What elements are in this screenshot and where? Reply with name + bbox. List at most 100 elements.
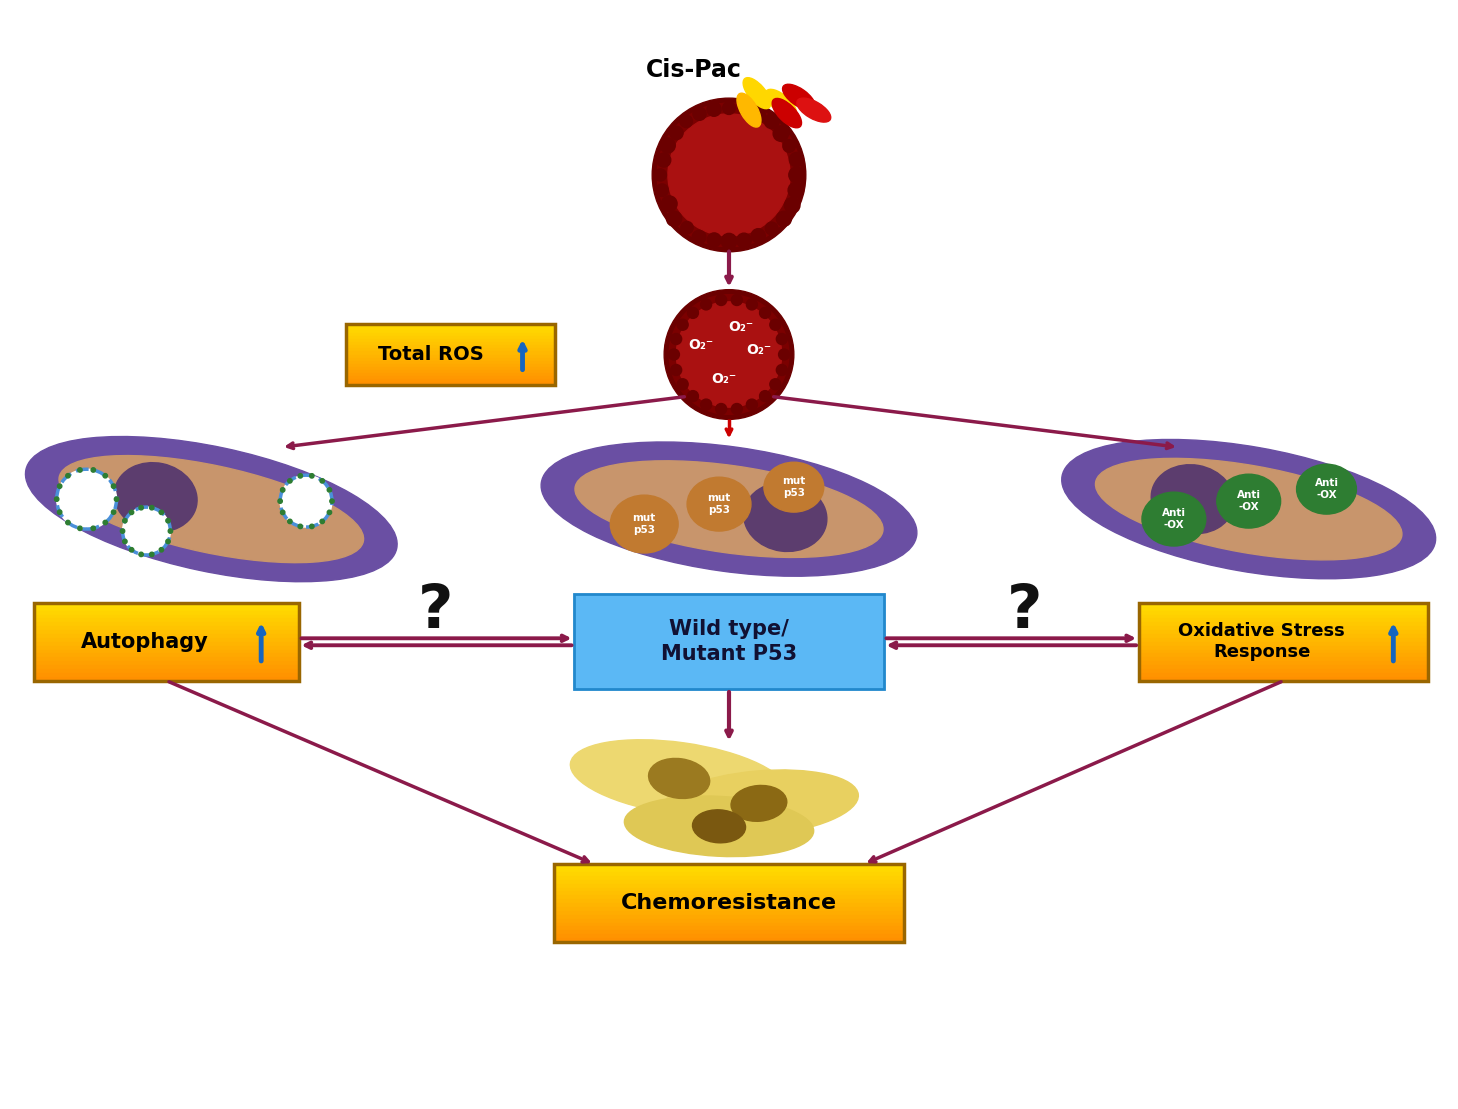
Bar xyxy=(34,614,299,619)
Bar xyxy=(554,907,904,910)
Bar xyxy=(34,653,299,658)
Bar xyxy=(34,634,299,638)
Ellipse shape xyxy=(659,770,859,837)
Circle shape xyxy=(327,510,331,515)
Bar xyxy=(554,884,904,887)
Circle shape xyxy=(139,552,143,557)
Circle shape xyxy=(122,539,127,543)
Bar xyxy=(554,892,904,895)
Bar xyxy=(554,934,904,938)
Text: O₂⁻: O₂⁻ xyxy=(729,319,754,334)
Bar xyxy=(1139,645,1429,650)
Circle shape xyxy=(773,126,789,141)
Bar xyxy=(346,336,555,339)
Bar xyxy=(1139,614,1429,619)
Bar xyxy=(554,872,904,876)
Text: Anti
-OX: Anti -OX xyxy=(1315,478,1338,500)
Circle shape xyxy=(777,211,792,226)
Bar xyxy=(346,357,555,360)
Circle shape xyxy=(57,469,117,529)
Text: Autophagy: Autophagy xyxy=(80,632,208,652)
Circle shape xyxy=(776,334,787,345)
Bar xyxy=(554,895,904,899)
Bar xyxy=(1139,627,1429,630)
Circle shape xyxy=(701,299,712,309)
Ellipse shape xyxy=(611,495,678,553)
Bar xyxy=(346,383,555,386)
Circle shape xyxy=(114,497,118,501)
Bar xyxy=(1139,661,1429,665)
Ellipse shape xyxy=(649,759,710,798)
Ellipse shape xyxy=(744,482,827,551)
Text: Anti
-OX: Anti -OX xyxy=(1162,508,1185,530)
Bar xyxy=(346,360,555,364)
Bar xyxy=(34,673,299,676)
Bar xyxy=(554,899,904,903)
Circle shape xyxy=(716,295,726,305)
Bar xyxy=(346,376,555,379)
Circle shape xyxy=(159,510,163,515)
Ellipse shape xyxy=(744,78,771,109)
Bar xyxy=(34,603,299,607)
Bar xyxy=(554,910,904,915)
Circle shape xyxy=(736,233,751,247)
Circle shape xyxy=(770,379,781,389)
Circle shape xyxy=(660,138,675,153)
Bar xyxy=(34,642,299,645)
Circle shape xyxy=(751,228,765,243)
Ellipse shape xyxy=(58,456,363,562)
Ellipse shape xyxy=(765,90,796,116)
Bar xyxy=(1139,619,1429,622)
Bar xyxy=(554,918,904,923)
Bar xyxy=(574,594,884,689)
Circle shape xyxy=(789,152,803,166)
Circle shape xyxy=(662,196,677,212)
Circle shape xyxy=(297,474,302,478)
Ellipse shape xyxy=(783,84,815,110)
Circle shape xyxy=(122,519,127,522)
Circle shape xyxy=(66,520,70,525)
Ellipse shape xyxy=(1061,439,1436,579)
Circle shape xyxy=(321,519,325,523)
Text: mut
p53: mut p53 xyxy=(781,477,805,498)
Ellipse shape xyxy=(541,442,917,577)
Circle shape xyxy=(309,474,313,478)
Circle shape xyxy=(150,552,155,557)
Bar xyxy=(346,333,555,336)
Circle shape xyxy=(679,115,693,128)
Circle shape xyxy=(722,233,736,250)
Circle shape xyxy=(280,488,284,492)
Bar xyxy=(34,650,299,653)
Ellipse shape xyxy=(693,810,745,843)
Circle shape xyxy=(54,497,58,501)
Bar xyxy=(34,669,299,673)
Circle shape xyxy=(783,140,796,152)
Bar xyxy=(346,355,555,357)
Circle shape xyxy=(784,197,800,213)
Bar xyxy=(554,887,904,892)
Ellipse shape xyxy=(730,785,787,822)
Bar xyxy=(1139,611,1429,614)
Text: ?: ? xyxy=(418,582,453,641)
Bar xyxy=(346,348,555,352)
Ellipse shape xyxy=(773,99,802,128)
Bar xyxy=(1139,658,1429,661)
Circle shape xyxy=(681,222,693,234)
Bar xyxy=(34,627,299,630)
Ellipse shape xyxy=(114,462,197,532)
Text: Wild type/
Mutant P53: Wild type/ Mutant P53 xyxy=(660,620,798,664)
Circle shape xyxy=(746,399,757,410)
Circle shape xyxy=(760,307,770,318)
Bar xyxy=(554,903,904,907)
Bar xyxy=(1139,630,1429,634)
Circle shape xyxy=(166,519,171,522)
Circle shape xyxy=(130,548,134,552)
Bar xyxy=(34,661,299,665)
Circle shape xyxy=(677,379,688,389)
Text: O₂⁻: O₂⁻ xyxy=(712,373,736,386)
Ellipse shape xyxy=(624,796,814,856)
Text: Total ROS: Total ROS xyxy=(378,345,484,364)
Circle shape xyxy=(764,114,779,129)
Text: mut
p53: mut p53 xyxy=(707,494,730,515)
Ellipse shape xyxy=(1217,475,1280,528)
